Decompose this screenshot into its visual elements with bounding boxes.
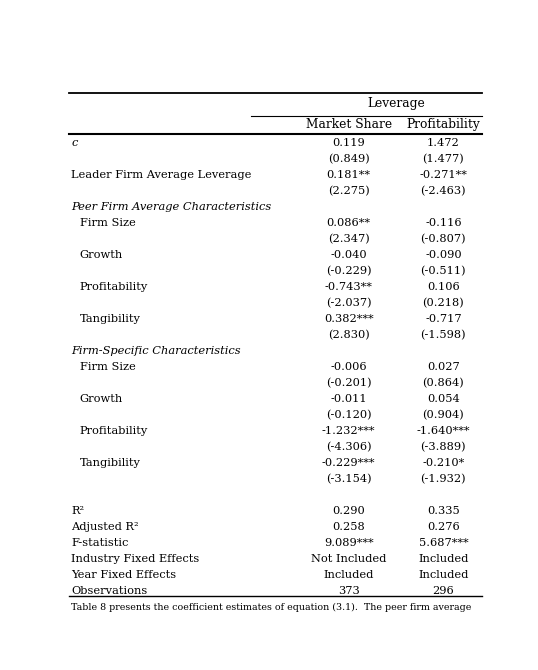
Text: 0.106: 0.106 <box>427 282 459 292</box>
Text: -0.116: -0.116 <box>425 218 462 228</box>
Text: (-3.889): (-3.889) <box>421 442 466 452</box>
Text: (-0.229): (-0.229) <box>326 266 372 276</box>
Text: (0.218): (0.218) <box>422 298 464 308</box>
Text: (0.864): (0.864) <box>422 378 464 388</box>
Text: 9.089***: 9.089*** <box>324 538 373 548</box>
Text: -0.090: -0.090 <box>425 250 462 260</box>
Text: Industry Fixed Effects: Industry Fixed Effects <box>72 554 200 564</box>
Text: 0.054: 0.054 <box>427 394 459 404</box>
Text: Observations: Observations <box>72 586 147 596</box>
Text: Growth: Growth <box>80 250 123 260</box>
Text: Profitability: Profitability <box>80 426 148 436</box>
Text: Leverage: Leverage <box>367 97 425 110</box>
Text: (2.830): (2.830) <box>328 330 370 340</box>
Text: Leader Firm Average Leverage: Leader Firm Average Leverage <box>72 170 252 180</box>
Text: (-0.120): (-0.120) <box>326 410 372 420</box>
Text: (-1.932): (-1.932) <box>421 474 466 484</box>
Text: 0.382***: 0.382*** <box>324 314 373 324</box>
Text: 0.181**: 0.181** <box>327 170 371 180</box>
Text: 0.335: 0.335 <box>427 506 459 516</box>
Text: 0.290: 0.290 <box>332 506 365 516</box>
Text: Firm Size: Firm Size <box>80 218 136 228</box>
Text: Tangibility: Tangibility <box>80 314 140 324</box>
Text: Market Share: Market Share <box>306 118 392 131</box>
Text: 5.687***: 5.687*** <box>419 538 468 548</box>
Text: Included: Included <box>323 570 374 580</box>
Text: -0.006: -0.006 <box>330 362 367 372</box>
Text: (1.477): (1.477) <box>422 154 464 164</box>
Text: R²: R² <box>72 506 84 516</box>
Text: (0.849): (0.849) <box>328 154 370 164</box>
Text: Firm Size: Firm Size <box>80 362 136 372</box>
Text: -0.040: -0.040 <box>330 250 367 260</box>
Text: -0.210*: -0.210* <box>422 458 464 468</box>
Text: Included: Included <box>418 554 469 564</box>
Text: (-2.037): (-2.037) <box>326 298 372 308</box>
Text: (-4.306): (-4.306) <box>326 442 372 452</box>
Text: Year Fixed Effects: Year Fixed Effects <box>72 570 176 580</box>
Text: (-0.807): (-0.807) <box>421 234 466 244</box>
Text: 373: 373 <box>338 586 359 596</box>
Text: 296: 296 <box>433 586 454 596</box>
Text: (-2.463): (-2.463) <box>421 186 466 196</box>
Text: (2.275): (2.275) <box>328 186 370 196</box>
Text: Adjusted R²: Adjusted R² <box>72 522 139 532</box>
Text: -0.743**: -0.743** <box>325 282 373 292</box>
Text: (0.904): (0.904) <box>422 410 464 420</box>
Text: Not Included: Not Included <box>311 554 386 564</box>
Text: (-1.598): (-1.598) <box>421 330 466 340</box>
Text: -1.232***: -1.232*** <box>322 426 376 436</box>
Text: -1.640***: -1.640*** <box>416 426 470 436</box>
Text: -0.271**: -0.271** <box>420 170 468 180</box>
Text: 0.027: 0.027 <box>427 362 459 372</box>
Text: Table 8 presents the coefficient estimates of equation (3.1).  The peer firm ave: Table 8 presents the coefficient estimat… <box>72 602 472 612</box>
Text: 0.119: 0.119 <box>332 138 365 148</box>
Text: 0.086**: 0.086** <box>327 218 371 228</box>
Text: F-statistic: F-statistic <box>72 538 129 548</box>
Text: 0.258: 0.258 <box>332 522 365 532</box>
Text: Growth: Growth <box>80 394 123 404</box>
Text: -0.717: -0.717 <box>425 314 462 324</box>
Text: -0.229***: -0.229*** <box>322 458 376 468</box>
Text: c: c <box>72 138 78 148</box>
Text: Peer Firm Average Characteristics: Peer Firm Average Characteristics <box>72 202 272 212</box>
Text: (2.347): (2.347) <box>328 234 370 244</box>
Text: Firm-Specific Characteristics: Firm-Specific Characteristics <box>72 346 241 356</box>
Text: (-0.201): (-0.201) <box>326 378 372 388</box>
Text: (-0.511): (-0.511) <box>421 266 466 276</box>
Text: 1.472: 1.472 <box>427 138 459 148</box>
Text: Included: Included <box>418 570 469 580</box>
Text: Profitability: Profitability <box>407 118 480 131</box>
Text: 0.276: 0.276 <box>427 522 459 532</box>
Text: Tangibility: Tangibility <box>80 458 140 468</box>
Text: Profitability: Profitability <box>80 282 148 292</box>
Text: (-3.154): (-3.154) <box>326 474 372 484</box>
Text: -0.011: -0.011 <box>330 394 367 404</box>
